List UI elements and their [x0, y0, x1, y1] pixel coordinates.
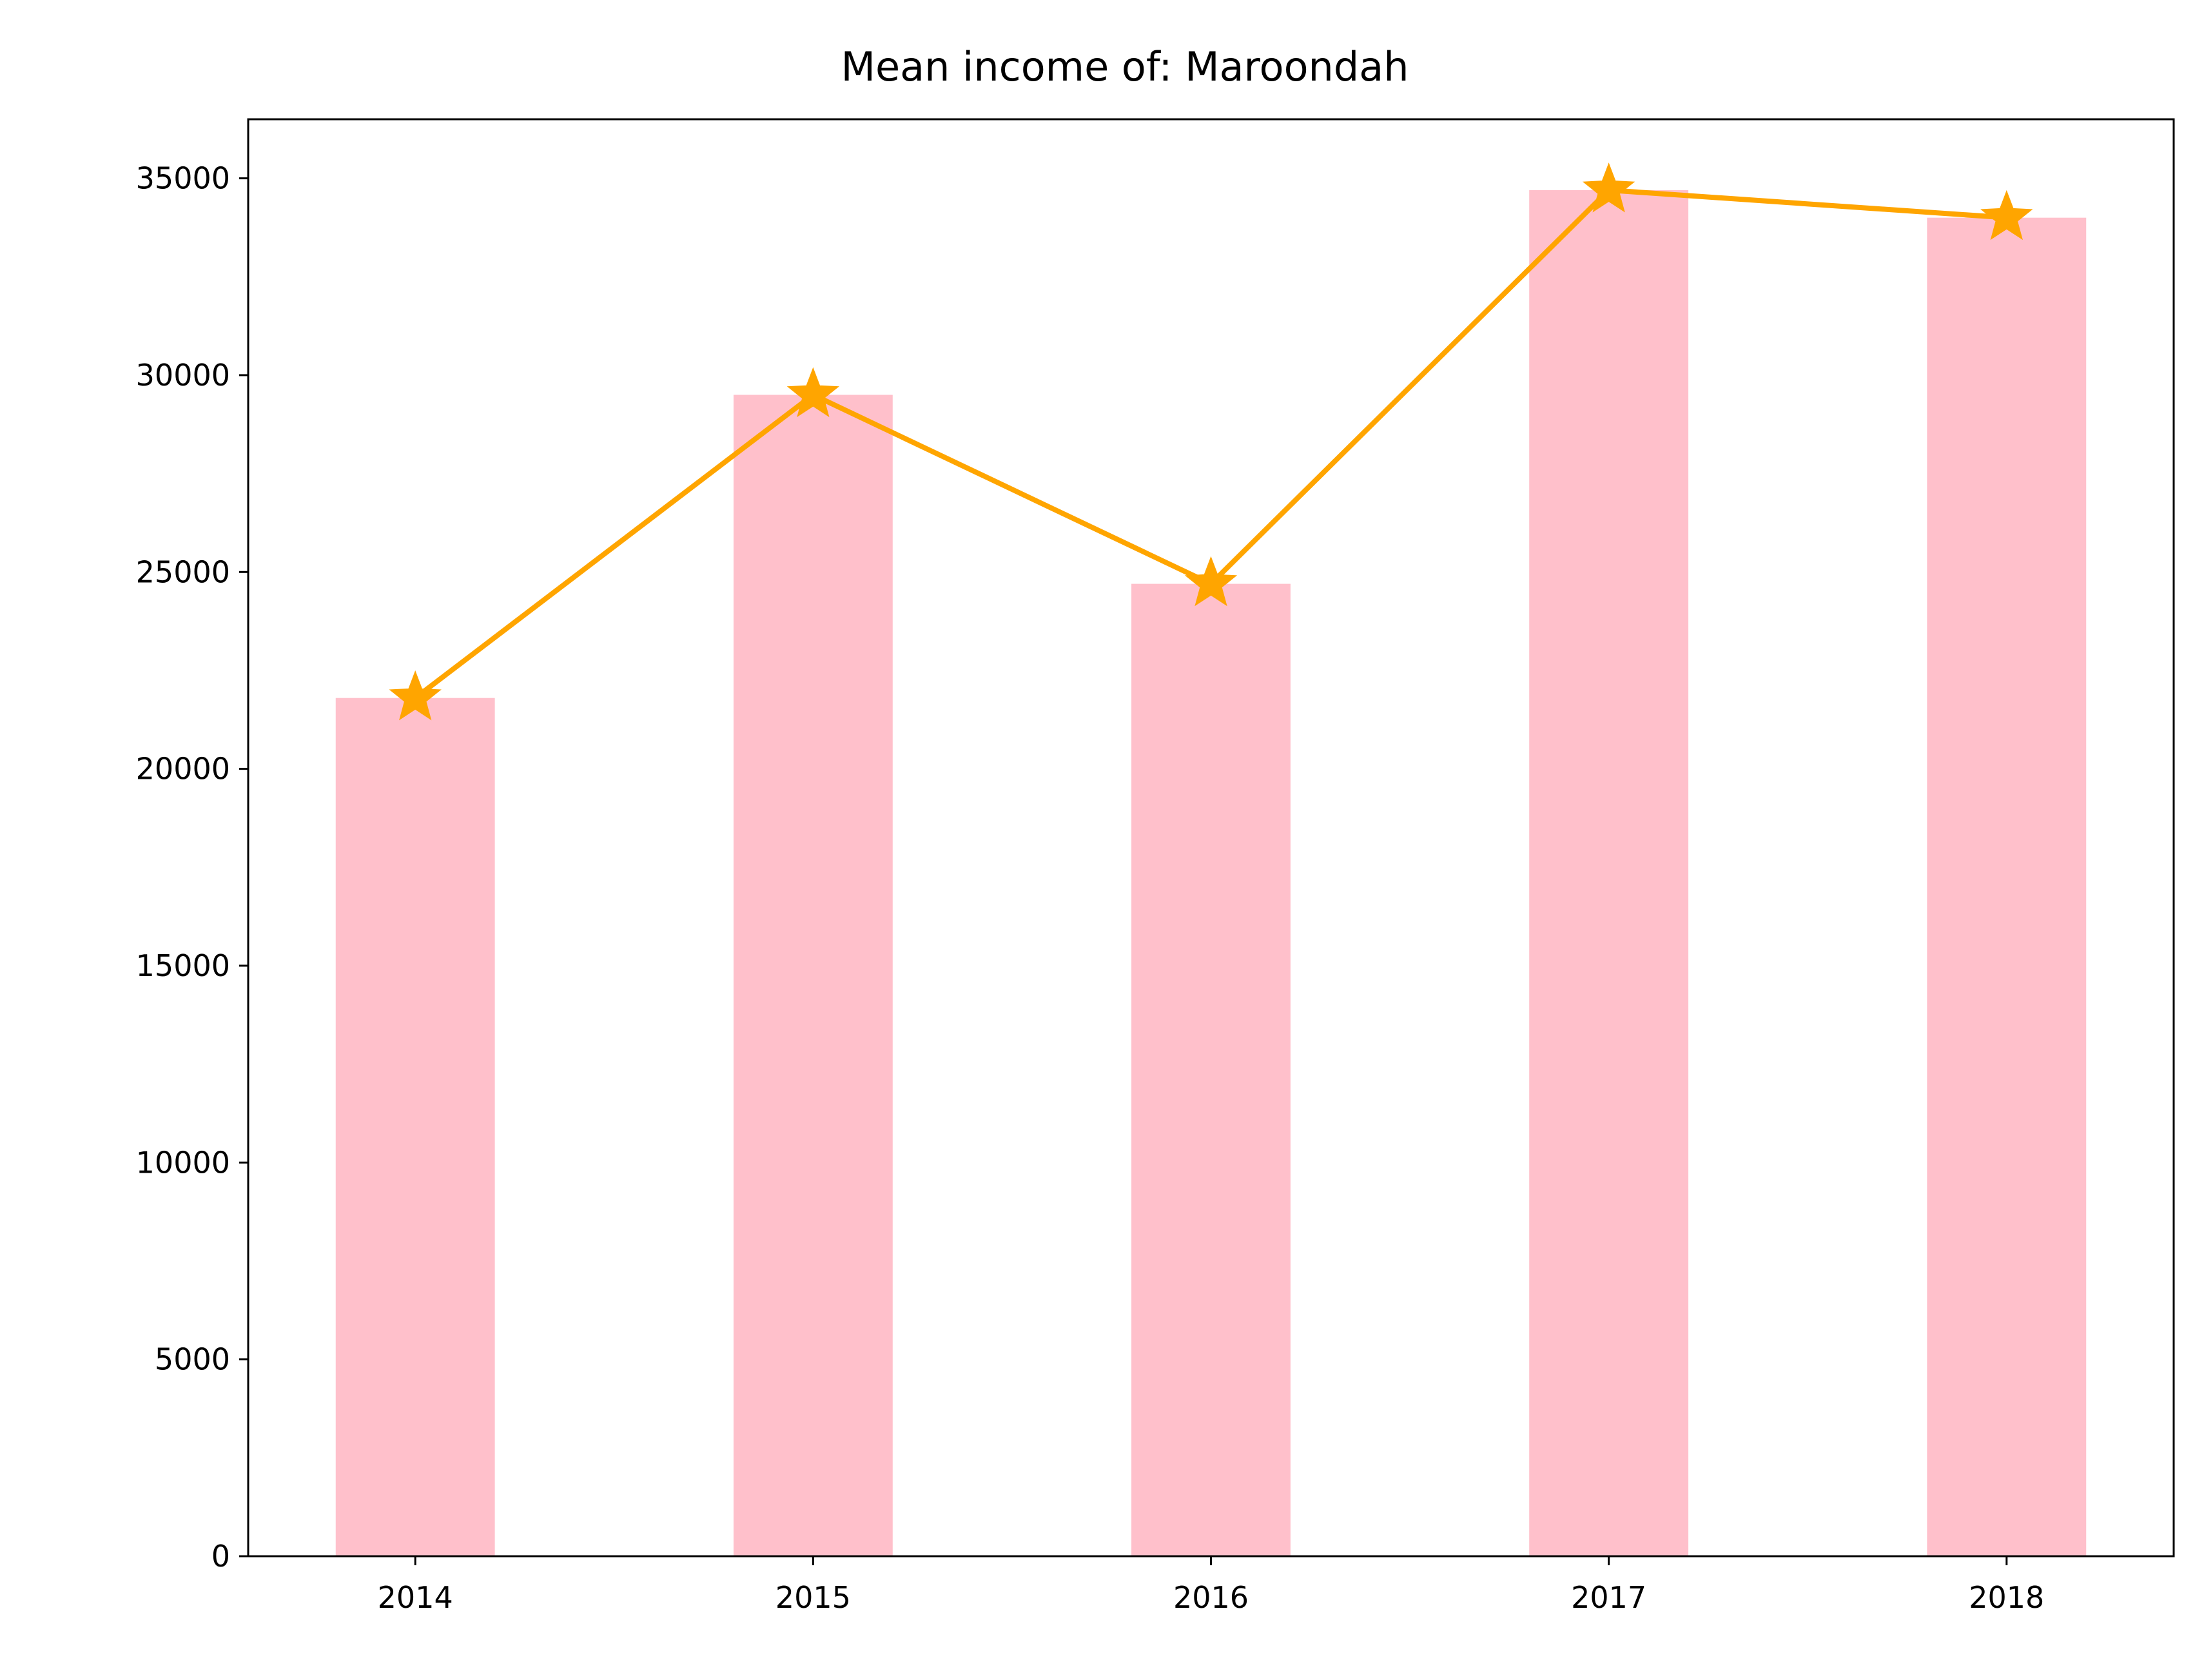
star-marker-2014: [389, 670, 442, 721]
bar-2018: [1927, 217, 2087, 1557]
y-tick-label: 10000: [136, 1145, 230, 1180]
y-tick-label: 35000: [136, 161, 230, 196]
bar-2014: [335, 698, 495, 1556]
x-tick-label: 2016: [1173, 1580, 1249, 1615]
star-marker-2017: [1582, 162, 1635, 213]
y-tick-label: 15000: [136, 948, 230, 983]
x-tick-label: 2014: [378, 1580, 453, 1615]
x-tick-label: 2015: [775, 1580, 851, 1615]
bar-2016: [1131, 583, 1291, 1557]
chart-title: Mean income of: Maroondah: [841, 43, 1409, 90]
x-axis-ticks: 2014 2015 2016 2017 2018: [378, 1556, 2044, 1615]
bar-2015: [733, 395, 893, 1556]
y-axis-ticks: 0 5000 10000 15000 20000 25000 30000 35000: [136, 161, 248, 1574]
x-tick-label: 2018: [1969, 1580, 2044, 1615]
y-tick-label: 20000: [136, 752, 230, 786]
star-marker-2018: [1980, 190, 2033, 240]
y-tick-label: 5000: [155, 1342, 230, 1377]
bar-2017: [1529, 190, 1689, 1556]
bars-layer: [335, 190, 2087, 1557]
star-marker-2015: [786, 367, 840, 418]
y-tick-label: 30000: [136, 358, 230, 393]
x-tick-label: 2017: [1571, 1580, 1646, 1615]
star-marker-2016: [1184, 556, 1238, 607]
line-layer: [389, 162, 2033, 721]
y-tick-label: 25000: [136, 554, 230, 589]
y-tick-label: 0: [211, 1539, 230, 1574]
